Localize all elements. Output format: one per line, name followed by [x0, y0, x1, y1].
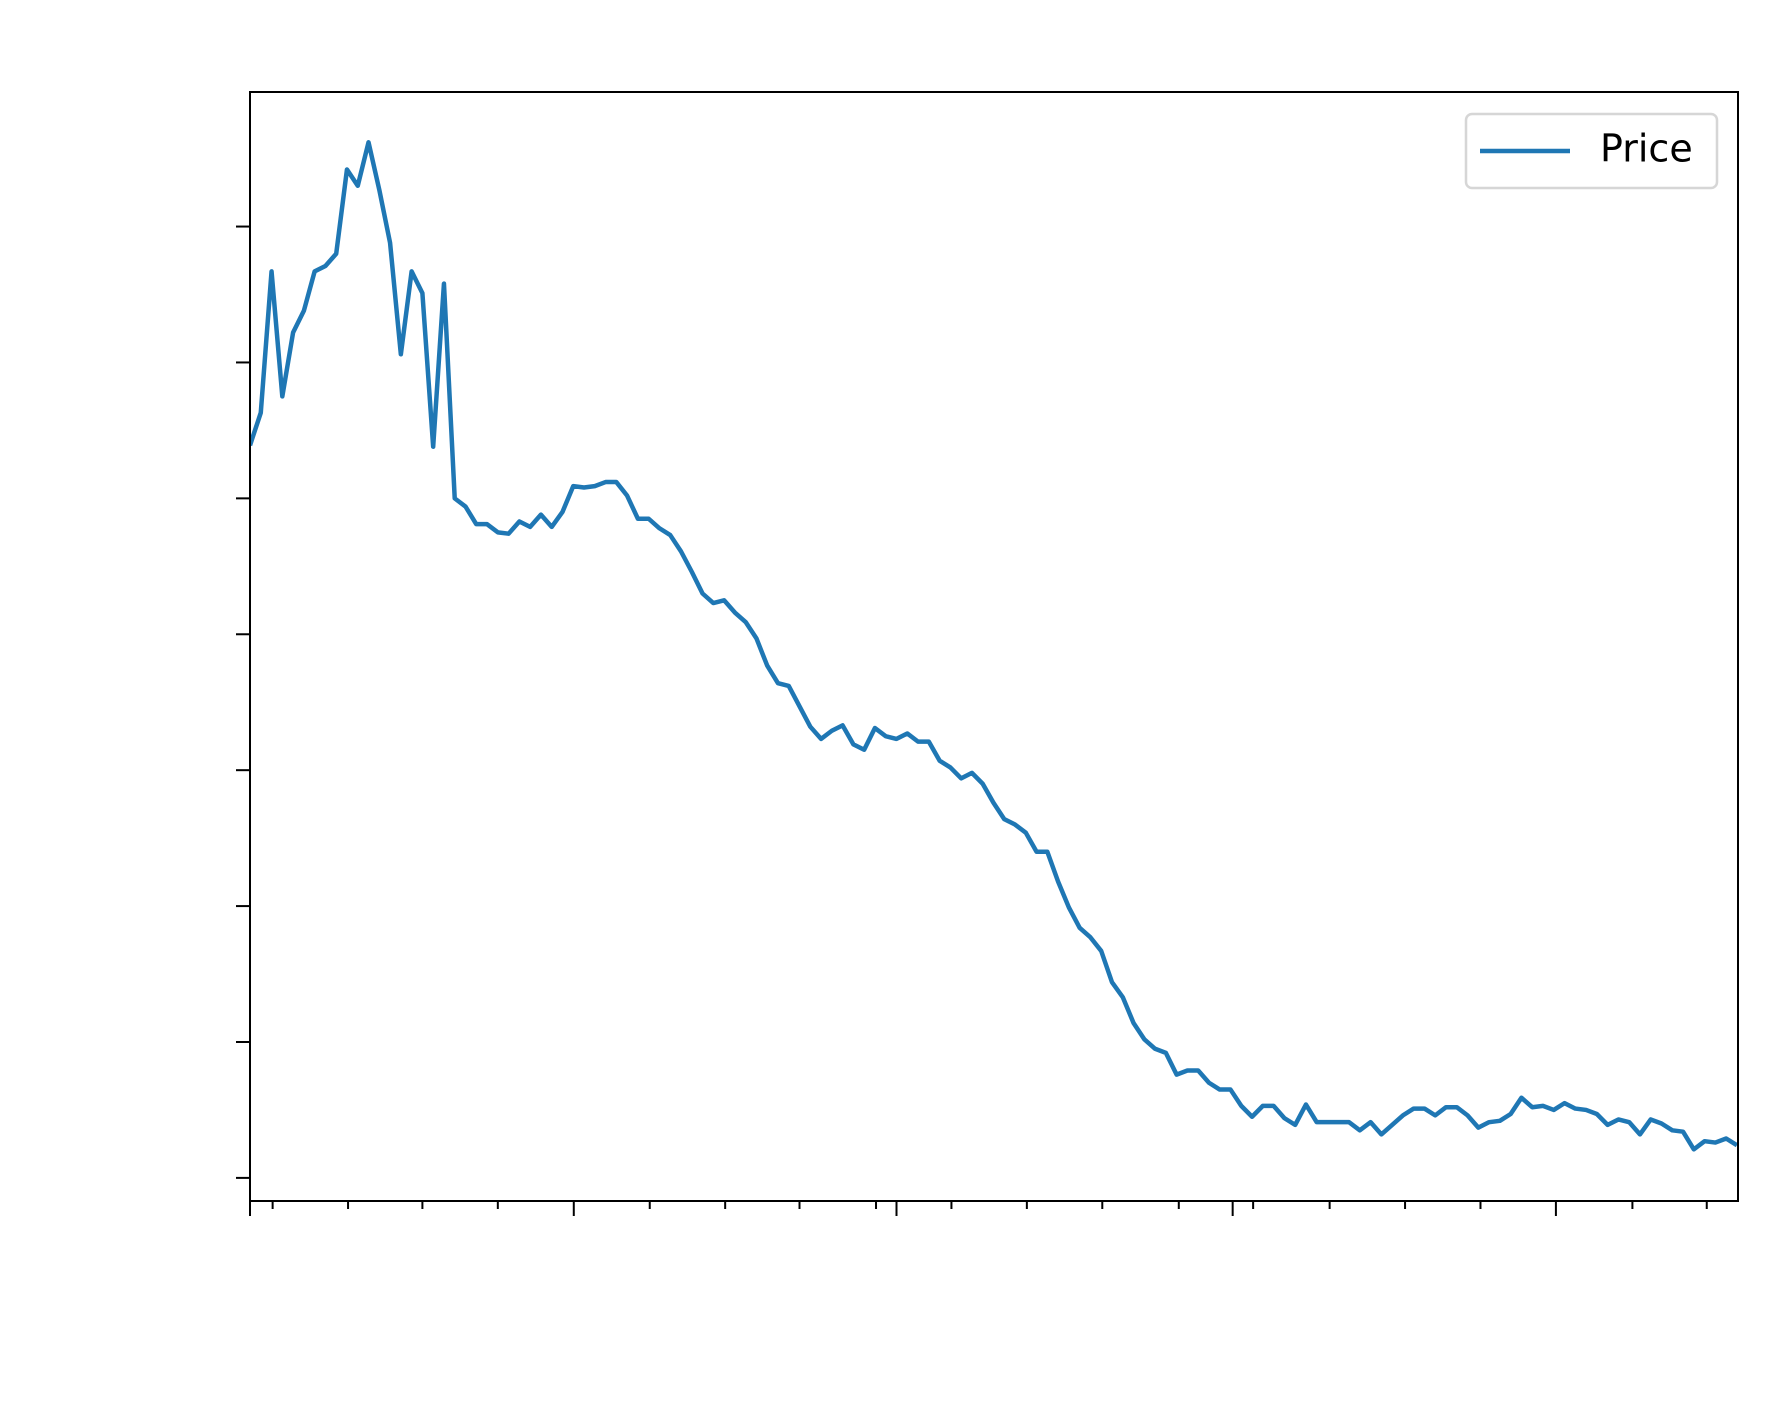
- price-line: [250, 140, 1738, 1152]
- legend-label: Price: [1600, 127, 1693, 171]
- plot-frame: [249, 91, 1739, 1202]
- legend-box: [1464, 112, 1719, 190]
